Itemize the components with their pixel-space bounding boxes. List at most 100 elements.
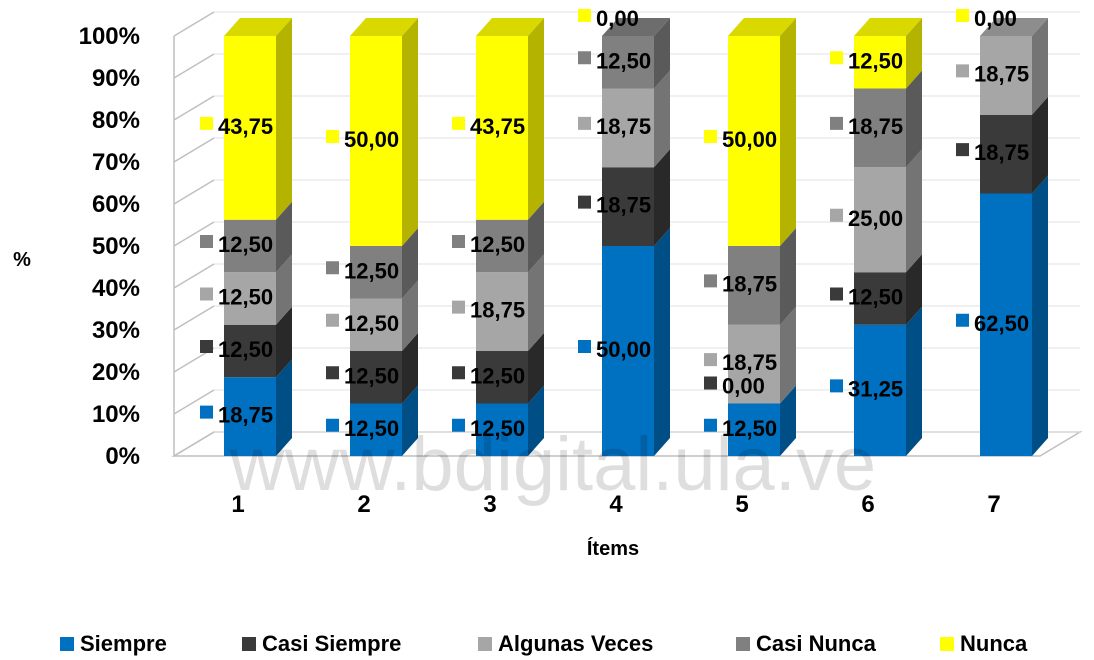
- bar-side: [402, 18, 418, 246]
- y-tick-label: 10%: [92, 401, 140, 428]
- bar-segment: [854, 18, 922, 89]
- y-tick-label: 60%: [92, 191, 140, 218]
- bar-side: [276, 18, 292, 220]
- legend-label: Algunas Veces: [498, 631, 653, 656]
- data-label-key: [830, 116, 843, 130]
- bar-side: [528, 201, 544, 273]
- data-label-key: [830, 51, 843, 65]
- data-label: 18,75: [956, 61, 1029, 86]
- y-tick-label: 20%: [92, 359, 140, 386]
- bar-side: [906, 70, 922, 168]
- data-label-key: [200, 116, 213, 130]
- bar-segment: [350, 385, 418, 456]
- legend-item: Casi Siempre: [242, 631, 401, 656]
- data-label-key: [452, 300, 465, 314]
- gridline-side: [173, 305, 215, 331]
- bar-segment: [854, 306, 922, 456]
- data-label: 12,50: [326, 311, 399, 336]
- data-label: 0,00: [578, 6, 639, 31]
- data-label-text: 18,75: [974, 61, 1029, 86]
- x-tick-label: 3: [483, 491, 496, 518]
- data-label: 18,75: [830, 114, 903, 139]
- data-label-text: 18,75: [596, 114, 651, 139]
- data-label: 12,50: [326, 363, 399, 388]
- bar-top: [980, 18, 1048, 36]
- data-label-text: 18,75: [974, 140, 1029, 165]
- y-axis-label: %: [13, 249, 31, 271]
- y-axis-ticks: 0% 10% 20% 30% 40% 50% 60% 70% 80% 90% 100%: [79, 23, 140, 470]
- bar-front: [476, 403, 528, 456]
- data-label-text: 50,00: [344, 127, 399, 152]
- data-label: 18,75: [200, 403, 273, 428]
- data-label-text: 12,50: [848, 48, 903, 73]
- data-label-text: 18,75: [848, 114, 903, 139]
- bar-side: [906, 149, 922, 273]
- bar-side: [276, 306, 292, 378]
- bars: [224, 18, 1048, 456]
- data-label-key: [704, 376, 717, 390]
- bar-side: [402, 333, 418, 404]
- data-label-key: [452, 235, 465, 248]
- data-label-text: 12,50: [596, 48, 651, 73]
- data-label-key: [326, 366, 339, 380]
- bar-segment: [476, 254, 544, 351]
- bar-side: [402, 280, 418, 351]
- legend-item: Algunas Veces: [478, 631, 653, 656]
- bar-segment: [602, 18, 670, 89]
- gridline-side: [173, 95, 215, 121]
- bar-segment: [224, 254, 292, 325]
- data-label-text: 50,00: [722, 127, 777, 152]
- data-label-key: [704, 274, 717, 288]
- bar-front: [728, 36, 780, 246]
- bar-side: [654, 228, 670, 456]
- bar-front: [224, 272, 276, 325]
- data-label: 12,50: [200, 232, 273, 257]
- data-label-text: 12,50: [848, 285, 903, 310]
- gridline-side: [173, 221, 215, 247]
- bar-segment: [602, 70, 670, 168]
- x-tick-label: 6: [861, 491, 874, 518]
- bar-side: [780, 18, 796, 246]
- data-label-text: 25,00: [848, 206, 903, 231]
- data-label-text: 43,75: [218, 114, 273, 139]
- data-label-key: [704, 418, 717, 432]
- data-label-key: [830, 379, 843, 393]
- bar-front: [476, 351, 528, 404]
- data-label-text: 0,00: [722, 374, 765, 399]
- data-label-text: 12,50: [470, 232, 525, 257]
- data-label: 25,00: [830, 206, 903, 231]
- data-label-text: 12,50: [218, 232, 273, 257]
- bar-side: [528, 254, 544, 351]
- bar-segment: [350, 280, 418, 351]
- bar-side: [1032, 96, 1048, 194]
- data-label-key: [830, 208, 843, 222]
- bar-side: [1032, 175, 1048, 456]
- legend-label: Casi Siempre: [262, 631, 401, 656]
- data-label-key: [326, 130, 339, 143]
- data-label-text: 0,00: [974, 6, 1017, 31]
- x-tick-label: 5: [735, 491, 748, 518]
- x-tick-label: 7: [987, 491, 1000, 518]
- y-tick-label: 40%: [92, 275, 140, 302]
- bar-front: [224, 219, 276, 273]
- bar-top: [728, 18, 796, 36]
- bar-front: [980, 36, 1032, 115]
- bar-side: [528, 333, 544, 404]
- legend-swatch: [736, 637, 750, 651]
- data-labels: 18,75 12,50 12,50 12,50 43,75 12,50 12,50 12,50…: [200, 6, 1029, 441]
- bar-segment: [602, 149, 670, 246]
- data-label-text: 18,75: [722, 271, 777, 296]
- data-label: 12,50: [326, 258, 399, 283]
- bar-side: [654, 18, 670, 89]
- bar-front: [728, 403, 780, 456]
- y-tick-label: 100%: [79, 23, 140, 50]
- legend-swatch: [940, 637, 954, 651]
- data-label-key: [200, 235, 213, 248]
- data-label: 50,00: [704, 127, 777, 152]
- legend: Siempre Casi Siempre Algunas Veces Casi Nun…: [60, 631, 1028, 656]
- bar-front: [224, 324, 276, 378]
- data-label-text: 12,50: [470, 416, 525, 441]
- data-label-text: 18,75: [218, 403, 273, 428]
- data-label-key: [956, 64, 969, 78]
- bar-segment: [224, 18, 292, 220]
